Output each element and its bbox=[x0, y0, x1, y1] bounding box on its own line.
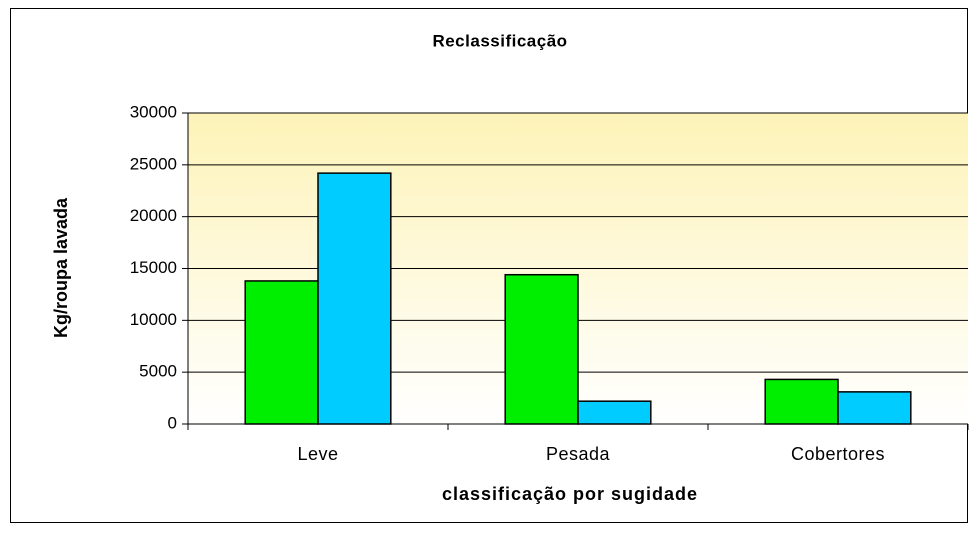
bar bbox=[764, 378, 839, 425]
bar bbox=[244, 280, 319, 425]
plot: 0 5000 10000 15000 20000 25000 30000 Leve Pesada… bbox=[130, 102, 969, 464]
y-tick-label: 15000 bbox=[130, 258, 177, 277]
x-tick-label: Leve bbox=[297, 444, 338, 464]
y-tick-label: 5000 bbox=[139, 362, 177, 381]
y-tick-label: 30000 bbox=[130, 102, 177, 121]
y-tick-label: 10000 bbox=[130, 310, 177, 329]
y-axis-title: Kg/roupa lavada bbox=[51, 197, 71, 338]
x-axis-title: classificação por sugidade bbox=[442, 484, 698, 504]
x-tick-label: Cobertores bbox=[791, 444, 885, 464]
y-tick-label: 0 bbox=[168, 413, 177, 432]
bar bbox=[577, 400, 652, 425]
y-tick-label: 20000 bbox=[130, 206, 177, 225]
chart-title: Reclassificação bbox=[432, 31, 567, 50]
x-tick-label: Pesada bbox=[546, 444, 611, 464]
bar bbox=[504, 273, 579, 425]
bar bbox=[837, 391, 912, 425]
y-tick-label: 25000 bbox=[130, 154, 177, 173]
bar bbox=[317, 172, 392, 425]
